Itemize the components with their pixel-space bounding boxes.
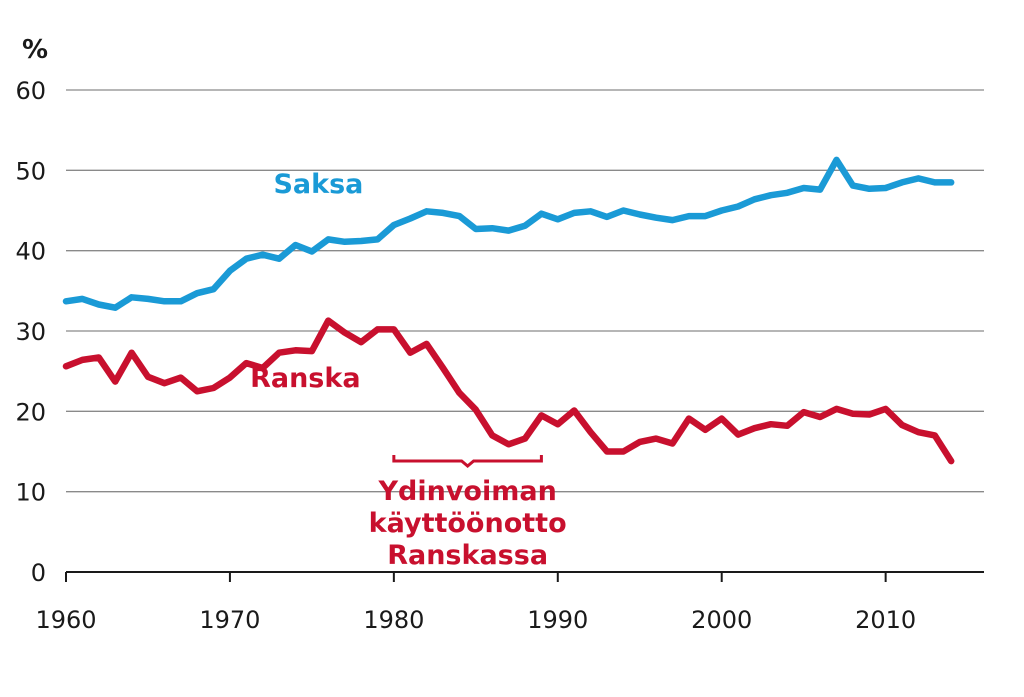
annotation-text: Ranskassa — [387, 540, 548, 571]
y-axis-ticks: 0 10 20 30 40 50 60 — [15, 77, 46, 587]
series-label-ranska: Ranska — [250, 363, 360, 394]
y-tick-label: 0 — [31, 559, 46, 587]
y-tick-label: 40 — [15, 238, 46, 266]
series-lines: Saksa Ranska — [62, 156, 955, 465]
gridlines — [66, 89, 984, 493]
y-tick-label: 10 — [15, 479, 46, 507]
x-tick-label: 2010 — [855, 606, 916, 634]
series-line-ranska — [62, 317, 955, 465]
y-tick-label: 30 — [15, 318, 46, 346]
annotation-bracket — [392, 455, 543, 468]
y-tick-label: 20 — [15, 398, 46, 426]
series-label-saksa: Saksa — [273, 169, 363, 200]
y-tick-label: 60 — [15, 77, 46, 105]
x-tick-label: 2000 — [691, 606, 752, 634]
x-tick-label: 1960 — [35, 606, 96, 634]
annotation-text: käyttöönotto — [369, 508, 567, 539]
x-tick-label: 1980 — [363, 606, 424, 634]
x-tick-label: 1990 — [527, 606, 588, 634]
x-tick-label: 1970 — [199, 606, 260, 634]
x-axis: 1960 1970 1980 1990 2000 2010 — [35, 571, 984, 634]
y-axis-unit: % — [22, 35, 48, 65]
annotation-text: Ydinvoiman — [377, 476, 556, 507]
y-tick-label: 50 — [15, 157, 46, 185]
series-line-saksa — [62, 156, 955, 311]
